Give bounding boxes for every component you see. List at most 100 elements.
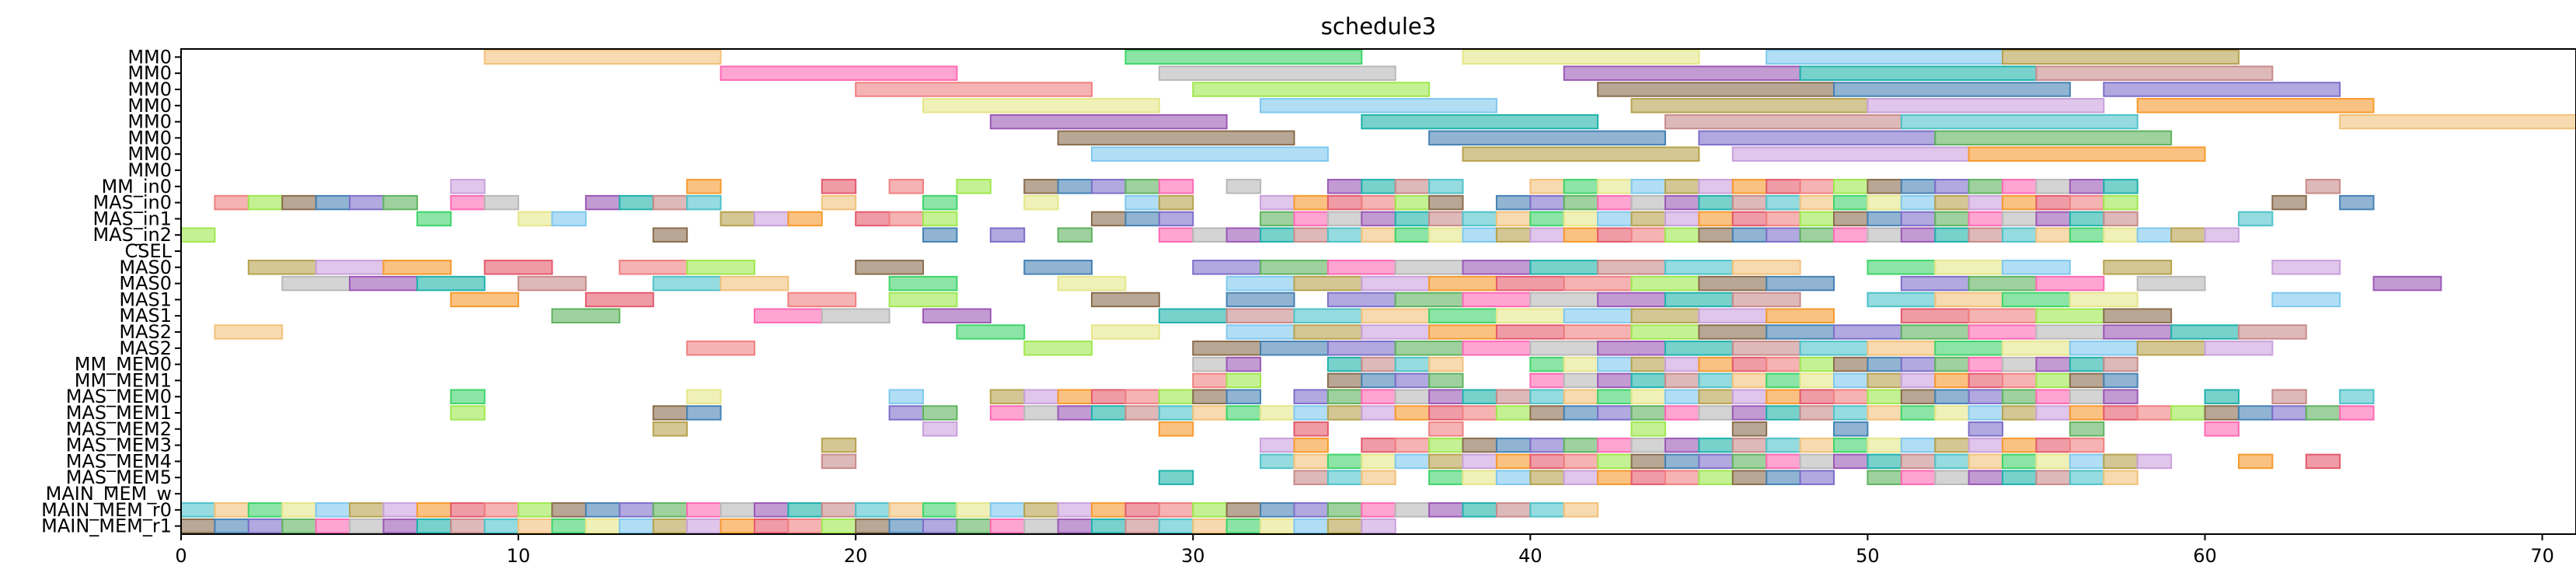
task-bar bbox=[787, 518, 823, 534]
task-bar bbox=[2002, 437, 2037, 453]
task-bar bbox=[2002, 292, 2071, 308]
task-bar bbox=[2035, 308, 2105, 323]
task-bar bbox=[1495, 453, 1532, 470]
task-bar bbox=[1326, 389, 1363, 404]
task-bar bbox=[2237, 324, 2307, 340]
task-bar bbox=[1597, 179, 1633, 194]
y-tick-label: MAS2 bbox=[119, 321, 172, 343]
task-bar bbox=[1934, 356, 1970, 372]
task-bar bbox=[1597, 389, 1633, 404]
task-bar bbox=[1833, 372, 1869, 389]
task-bar bbox=[1934, 453, 1970, 470]
task-bar bbox=[989, 114, 1228, 130]
task-bar bbox=[1563, 437, 1599, 453]
task-bar bbox=[1867, 341, 1936, 356]
task-bar bbox=[1057, 405, 1093, 421]
task-bar bbox=[1799, 211, 1835, 227]
task-bar bbox=[180, 227, 216, 243]
task-bar bbox=[1057, 502, 1093, 518]
task-bar bbox=[652, 194, 688, 211]
task-bar bbox=[686, 502, 722, 518]
task-bar bbox=[1529, 227, 1565, 243]
task-bar bbox=[989, 518, 1026, 534]
task-bar bbox=[753, 502, 790, 518]
task-bar bbox=[1057, 275, 1127, 292]
task-bar bbox=[787, 211, 823, 227]
task-bar bbox=[1394, 260, 1464, 275]
task-bar bbox=[1900, 437, 1936, 453]
task-bar bbox=[518, 502, 553, 518]
task-bar bbox=[2002, 260, 2071, 275]
task-bar bbox=[1428, 194, 1464, 211]
task-bar bbox=[1799, 405, 1835, 421]
task-bar bbox=[1225, 502, 1262, 518]
task-bar bbox=[1731, 356, 1768, 372]
y-tick-label: MM_MEM0 bbox=[75, 354, 172, 376]
task-bar bbox=[1529, 502, 1565, 518]
task-bar bbox=[1968, 356, 2004, 372]
task-bar bbox=[2035, 453, 2071, 470]
task-bar bbox=[1293, 389, 1329, 404]
task-bar bbox=[584, 292, 654, 308]
task-bar bbox=[922, 98, 1160, 114]
task-bar bbox=[753, 211, 790, 227]
task-bar bbox=[1563, 405, 1599, 421]
task-bar bbox=[247, 194, 284, 211]
task-bar bbox=[1731, 341, 1801, 356]
task-bar bbox=[619, 502, 654, 518]
task-bar bbox=[1968, 227, 2004, 243]
task-bar bbox=[1326, 292, 1396, 308]
task-bar bbox=[2035, 211, 2071, 227]
task-bar bbox=[1529, 453, 1565, 470]
task-bar bbox=[1260, 260, 1329, 275]
task-bar bbox=[1934, 179, 1970, 194]
task-bar bbox=[1326, 405, 1363, 421]
task-bar bbox=[1630, 470, 1666, 485]
task-bar bbox=[1293, 194, 1329, 211]
task-bar bbox=[2271, 292, 2341, 308]
task-bar bbox=[1799, 453, 1835, 470]
y-tick-label: MM0 bbox=[127, 111, 172, 133]
task-bar bbox=[1260, 211, 1295, 227]
task-bar bbox=[1428, 502, 1464, 518]
task-bar bbox=[2035, 405, 2071, 421]
task-bar bbox=[1900, 227, 1936, 243]
task-bar bbox=[1326, 453, 1363, 470]
task-bar bbox=[1900, 372, 1936, 389]
task-bar bbox=[1428, 372, 1464, 389]
task-bar bbox=[720, 275, 790, 292]
task-bar bbox=[1867, 194, 1902, 211]
y-tick-label: MAS_in0 bbox=[92, 192, 172, 214]
task-bar bbox=[2339, 389, 2375, 404]
task-bar bbox=[1260, 437, 1295, 453]
task-bar bbox=[1731, 194, 1768, 211]
task-bar bbox=[1900, 275, 1970, 292]
task-bar bbox=[450, 518, 486, 534]
task-bar bbox=[247, 502, 284, 518]
task-bar bbox=[1799, 437, 1835, 453]
task-bar bbox=[1023, 405, 1059, 421]
task-bar bbox=[1361, 437, 1396, 453]
task-bar bbox=[1867, 179, 1902, 194]
task-bar bbox=[1597, 211, 1633, 227]
task-bar bbox=[1630, 98, 1869, 114]
task-bar bbox=[1023, 260, 1093, 275]
task-bar bbox=[2069, 179, 2105, 194]
task-bar bbox=[888, 179, 924, 194]
task-bar bbox=[922, 421, 958, 437]
task-bar bbox=[1597, 470, 1633, 485]
task-bar bbox=[1731, 405, 1768, 421]
task-bar bbox=[1867, 389, 1902, 404]
y-tick-label: MAIN_MEM_r1 bbox=[41, 515, 172, 537]
task-bar bbox=[1731, 372, 1768, 389]
y-tick-label: MAS_MEM2 bbox=[66, 418, 172, 440]
task-bar bbox=[1563, 65, 1801, 81]
task-bar bbox=[686, 389, 722, 404]
task-bar bbox=[1293, 421, 1329, 437]
task-bar bbox=[1529, 194, 1565, 211]
task-bar bbox=[1293, 324, 1363, 340]
task-bar bbox=[1091, 389, 1127, 404]
task-bar bbox=[1326, 341, 1396, 356]
task-bar bbox=[281, 275, 351, 292]
task-bar bbox=[1630, 389, 1666, 404]
